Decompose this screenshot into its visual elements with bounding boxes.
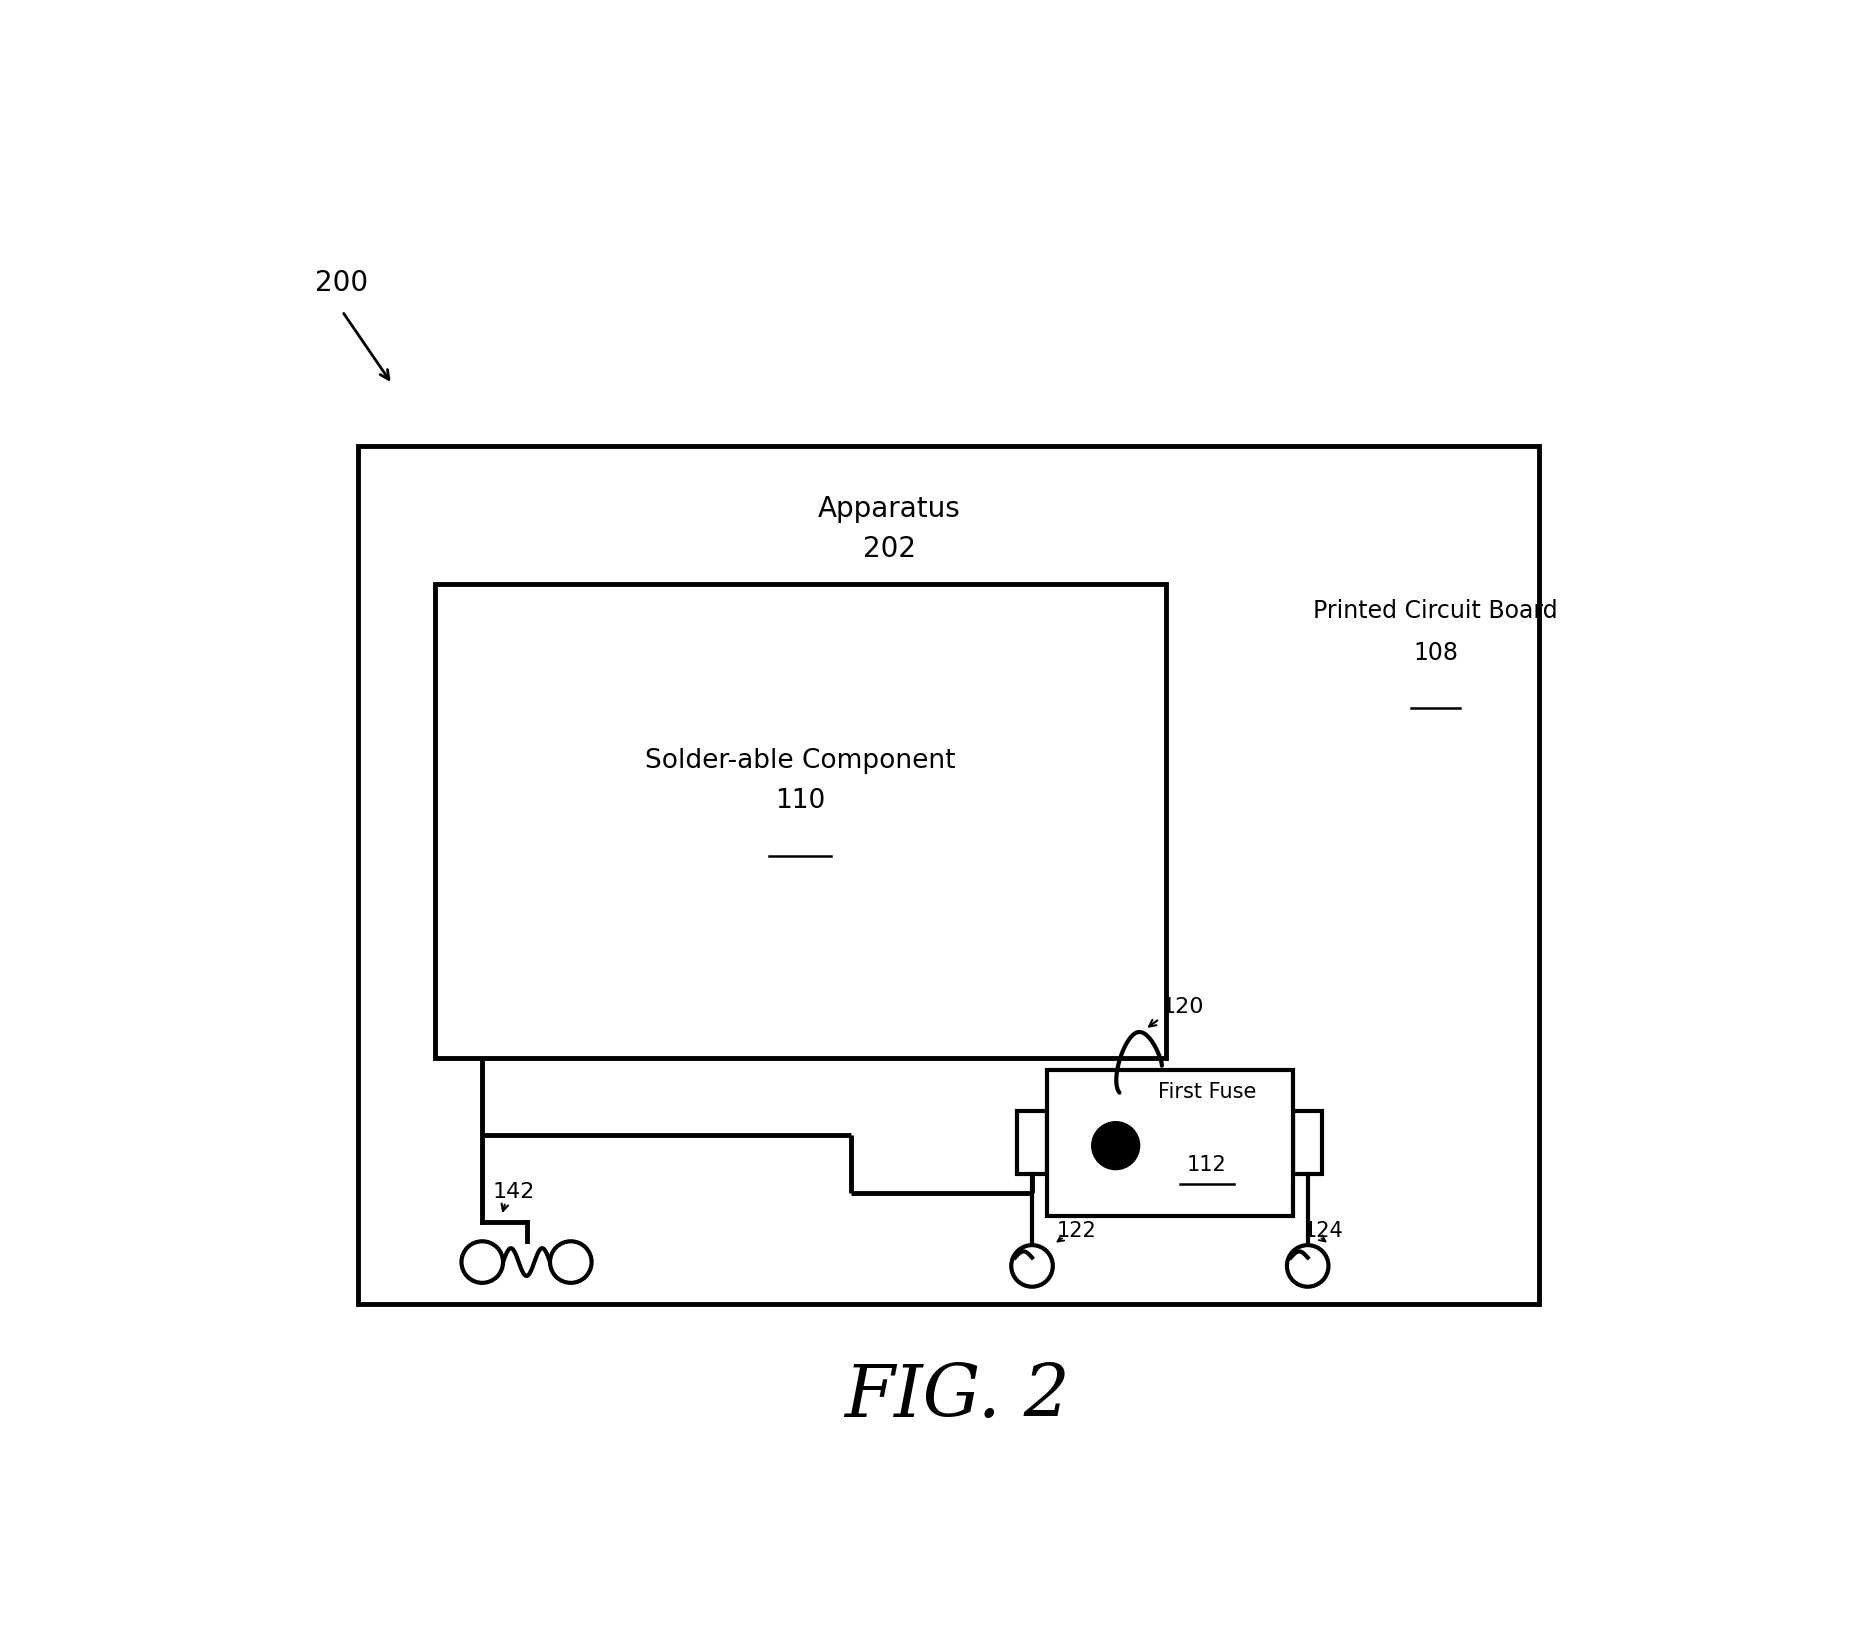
Circle shape [549, 1240, 592, 1283]
Circle shape [1091, 1121, 1139, 1170]
Text: 200: 200 [316, 269, 368, 297]
Circle shape [1011, 1245, 1054, 1286]
Text: 122: 122 [1057, 1221, 1097, 1240]
Text: First Fuse: First Fuse [1158, 1081, 1255, 1102]
Text: 202: 202 [863, 536, 915, 564]
Text: Apparatus: Apparatus [818, 495, 960, 522]
Text: 110: 110 [775, 789, 826, 813]
Text: 142: 142 [491, 1181, 534, 1203]
FancyBboxPatch shape [1293, 1111, 1323, 1175]
Text: FIG. 2: FIG. 2 [844, 1362, 1070, 1433]
Text: 108: 108 [1412, 641, 1459, 665]
Text: 112: 112 [1186, 1155, 1227, 1175]
FancyBboxPatch shape [1018, 1111, 1046, 1175]
Circle shape [461, 1240, 502, 1283]
Text: 124: 124 [1304, 1221, 1343, 1240]
Circle shape [1287, 1245, 1328, 1286]
Text: 120: 120 [1162, 997, 1205, 1017]
FancyBboxPatch shape [435, 585, 1166, 1058]
FancyBboxPatch shape [1046, 1070, 1293, 1216]
Text: Solder-able Component: Solder-able Component [644, 748, 956, 774]
FancyBboxPatch shape [357, 445, 1539, 1305]
Text: Printed Circuit Board: Printed Circuit Board [1313, 600, 1558, 623]
